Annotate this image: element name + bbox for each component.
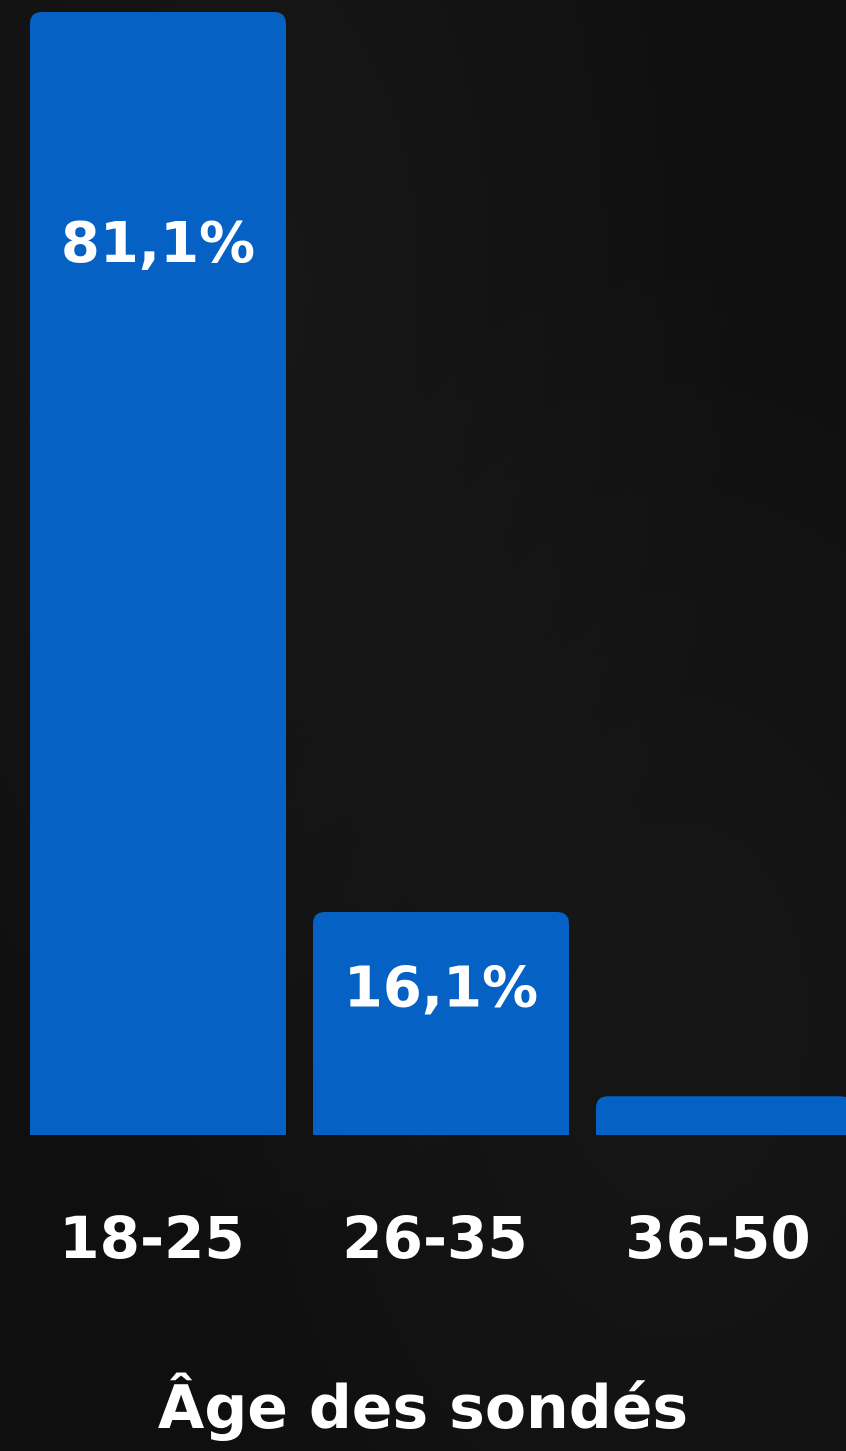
- category-labels-group: 18-25 26-35 36-50: [59, 1204, 811, 1272]
- bar-26-35: [313, 912, 569, 1135]
- bar-36-50: [596, 1096, 846, 1135]
- data-label-26-35: 16,1%: [344, 956, 538, 1021]
- chart-title: Âge des sondés: [157, 1373, 689, 1443]
- category-label-36-50: 36-50: [625, 1204, 811, 1272]
- data-label-18-25: 81,1%: [61, 211, 255, 276]
- bars-group: [30, 12, 846, 1135]
- data-labels-group: 81,1% 16,1%: [61, 211, 538, 1021]
- category-label-18-25: 18-25: [59, 1204, 245, 1272]
- bar-18-25: [30, 12, 286, 1135]
- category-label-26-35: 26-35: [342, 1204, 528, 1272]
